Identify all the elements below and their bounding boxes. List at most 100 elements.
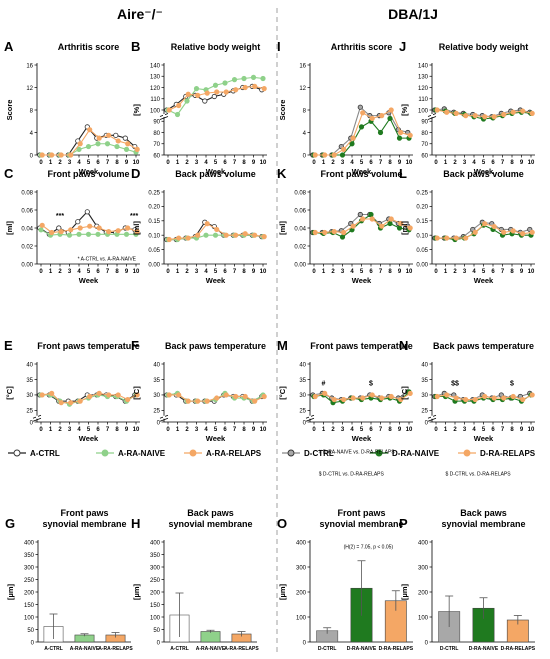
y-tick-label: 30 xyxy=(26,393,33,399)
x-tick-label: 0 xyxy=(39,427,43,433)
x-tick-label: 5 xyxy=(214,427,218,433)
x-tick-label: 1 xyxy=(176,269,180,275)
y-tick-label: 150 xyxy=(24,603,35,609)
y-axis-label: [°C] xyxy=(400,386,409,400)
x-tick-label: 4 xyxy=(77,427,81,433)
y-tick-label: 0.00 xyxy=(21,262,33,268)
y-tick-label: 110 xyxy=(418,97,428,103)
data-point xyxy=(387,220,393,227)
axis-break-gap xyxy=(309,415,311,419)
category-label: A-RA-NAIVE xyxy=(70,646,100,652)
data-point xyxy=(501,395,507,401)
x-tick-label: 8 xyxy=(115,160,119,166)
y-tick-label: 110 xyxy=(150,97,160,103)
legend-item-a-ctrl: A-CTRL xyxy=(8,449,60,458)
data-point xyxy=(482,221,488,227)
data-point xyxy=(510,393,516,400)
data-point xyxy=(510,228,516,234)
x-tick-label: 1 xyxy=(322,160,326,166)
y-tick-label: 100 xyxy=(418,615,429,621)
x-tick-label: 1 xyxy=(176,427,180,433)
x-tick-label: 3 xyxy=(463,160,467,166)
data-point xyxy=(84,209,90,215)
y-tick-label: 70 xyxy=(421,142,428,148)
axis-break-gap xyxy=(431,415,433,419)
panel-d: D Back paws volume [ml] 0.00 0.05 0.10 0.15 0.2… xyxy=(131,166,267,285)
legend-item-a-ra-relaps: A-RA-RELAPS xyxy=(184,449,262,458)
data-point xyxy=(95,231,101,237)
y-tick-label: 300 xyxy=(296,565,307,571)
x-tick-label: 9 xyxy=(520,160,524,166)
data-point xyxy=(387,115,393,122)
x-tick-label: 4 xyxy=(77,269,81,275)
data-point xyxy=(379,223,385,229)
x-tick-label: 1 xyxy=(49,427,53,433)
y-tick-label: 90 xyxy=(153,120,160,126)
x-tick-label: 6 xyxy=(369,269,373,275)
x-tick-label: 9 xyxy=(125,427,129,433)
x-tick-label: 10 xyxy=(528,427,535,433)
y-tick-label: 0.15 xyxy=(416,219,428,225)
data-point xyxy=(87,393,93,400)
data-point xyxy=(202,98,208,104)
x-tick-label: 10 xyxy=(528,160,535,166)
series-a-ra-relaps xyxy=(39,222,140,236)
data-point xyxy=(115,228,121,234)
data-point xyxy=(49,152,55,158)
y-tick-label: 8 xyxy=(303,108,307,114)
y-tick-label: 0.10 xyxy=(416,234,428,240)
x-tick-label: 9 xyxy=(398,427,402,433)
x-tick-label: 8 xyxy=(388,269,392,275)
x-tick-label: 7 xyxy=(501,427,505,433)
data-point xyxy=(211,93,217,100)
x-tick-label: 3 xyxy=(195,427,199,433)
y-tick-label: 40 xyxy=(153,362,160,368)
data-point xyxy=(214,226,220,233)
x-tick-label: 8 xyxy=(388,427,392,433)
x-tick-label: 8 xyxy=(115,427,119,433)
y-tick-label: 100 xyxy=(418,108,429,114)
x-axis-label: Week xyxy=(352,434,372,443)
data-point xyxy=(520,108,526,114)
series-a-ra-naive xyxy=(38,227,139,238)
y-tick-label: 300 xyxy=(418,565,429,571)
y-axis-label: [µm] xyxy=(6,584,15,600)
x-tick-label: 9 xyxy=(252,160,256,166)
data-point xyxy=(106,229,112,235)
x-tick-label: 7 xyxy=(233,427,237,433)
x-tick-label: 2 xyxy=(185,160,189,166)
data-point xyxy=(261,86,267,92)
panel-title: Back paws xyxy=(460,508,507,518)
x-tick-label: 6 xyxy=(96,160,100,166)
data-point xyxy=(68,227,74,233)
y-tick-label: 40 xyxy=(26,362,33,368)
y-tick-label: 0 xyxy=(157,640,161,646)
y-tick-label: 0 xyxy=(30,420,34,426)
y-tick-label: 35 xyxy=(421,378,428,384)
data-point xyxy=(434,393,440,400)
y-tick-label: 200 xyxy=(296,590,307,596)
data-point xyxy=(407,390,413,396)
x-tick-label: 0 xyxy=(39,269,43,275)
x-tick-label: 0 xyxy=(166,427,170,433)
panel-letter: F xyxy=(131,338,139,353)
data-point xyxy=(453,110,459,116)
legend-item-d-ra-naive: D-RA-NAIVE xyxy=(370,449,440,458)
data-point xyxy=(223,392,229,398)
y-tick-label: 0.15 xyxy=(148,219,160,225)
x-tick-label: 1 xyxy=(444,269,448,275)
bar-a-ra-naive xyxy=(200,631,221,643)
panel-letter: O xyxy=(277,516,287,531)
y-tick-label: 70 xyxy=(153,142,160,148)
data-point xyxy=(501,111,507,118)
x-axis-label: Week xyxy=(206,434,226,443)
series-d-ra-relaps xyxy=(434,392,535,403)
y-axis-label: Score xyxy=(5,100,14,121)
x-tick-label: 1 xyxy=(49,269,53,275)
panel-title: synovial membrane xyxy=(168,519,252,529)
y-axis-label: [%] xyxy=(132,104,141,116)
x-tick-label: 7 xyxy=(106,427,110,433)
y-tick-label: 300 xyxy=(150,565,161,571)
annotation: $ xyxy=(510,381,514,388)
category-label: A-RA-RELAPS xyxy=(224,646,259,652)
